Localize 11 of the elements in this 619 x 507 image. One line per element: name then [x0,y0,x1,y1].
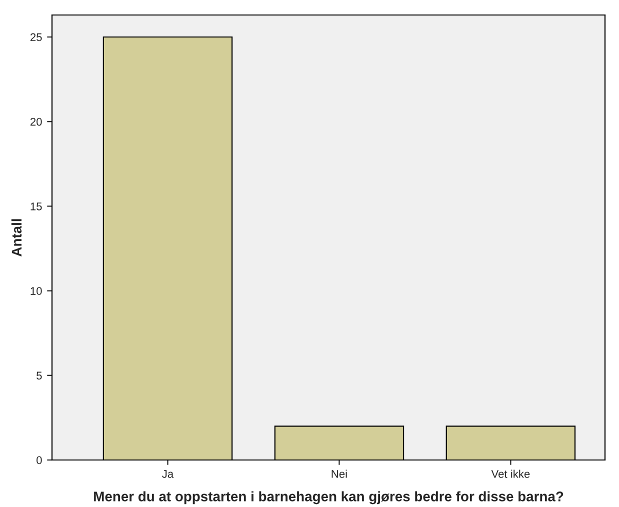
x-tick-label: Nei [332,470,347,478]
x-tick-label: Ja [162,470,174,478]
y-axis-title: Antall [11,219,22,256]
y-tick-label: 20 [30,118,42,126]
y-tick-label: 25 [30,33,42,42]
y-tick-label: 10 [30,287,42,295]
x-axis-title: Mener du at oppstarten i barnehagen kan gjøres bedre for disse barna? [94,491,564,504]
y-tick-label: 5 [36,372,42,380]
x-tick-label: Vet ikke [491,470,530,478]
y-tick-label: 0 [36,456,42,464]
y-tick-label: 15 [30,202,42,210]
